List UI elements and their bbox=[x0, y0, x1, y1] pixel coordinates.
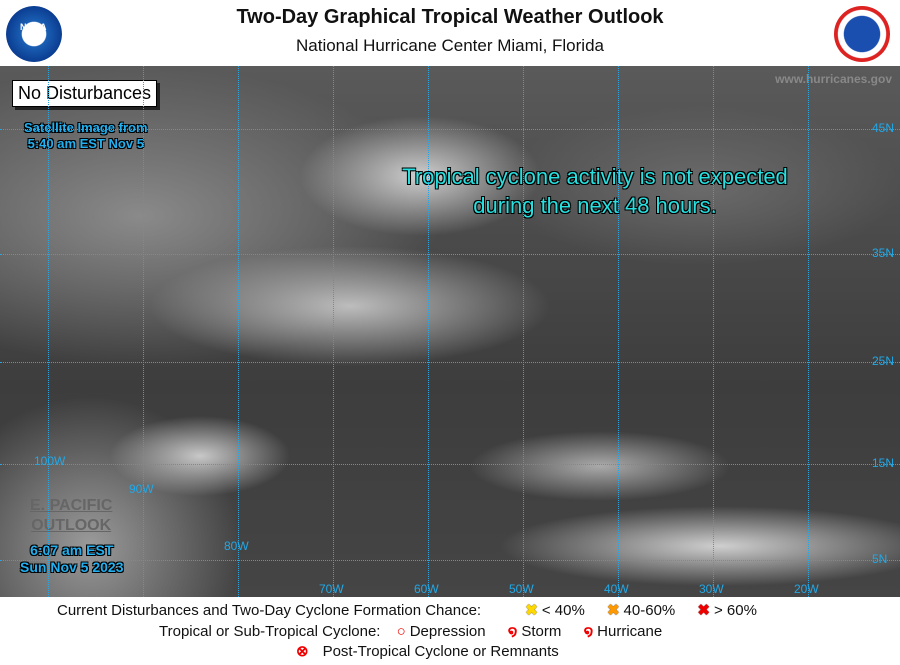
noaa-logo: NOAA bbox=[6, 6, 62, 62]
image-time-line2: 5:40 am EST Nov 5 bbox=[27, 136, 144, 151]
low-chance-x-icon: ✖ bbox=[525, 602, 538, 619]
longitude-label: 80W bbox=[224, 539, 249, 553]
latitude-label: 35N bbox=[872, 246, 895, 260]
legend-row2-label: Tropical or Sub-Tropical Cyclone: bbox=[159, 623, 381, 640]
legend-medium: 40-60% bbox=[623, 602, 676, 619]
legend-row3-label: Post-Tropical Cyclone or Remnants bbox=[322, 643, 559, 660]
latitude-label: 5N bbox=[872, 552, 888, 566]
longitude-label: 40W bbox=[604, 582, 629, 596]
legend: Current Disturbances and Two-Day Cyclone… bbox=[0, 597, 900, 665]
longitude-gridline bbox=[523, 66, 524, 597]
message-line1: Tropical cyclone activity is not expecte… bbox=[402, 164, 788, 189]
longitude-gridline bbox=[428, 66, 429, 597]
status-box: No Disturbances bbox=[12, 80, 158, 107]
longitude-label: 60W bbox=[414, 582, 439, 596]
image-time-line1: Satellite Image from bbox=[24, 120, 148, 135]
latitude-gridline bbox=[0, 464, 900, 465]
latitude-gridline bbox=[0, 362, 900, 363]
epac-line2: OUTLOOK bbox=[31, 517, 112, 534]
page-subtitle: National Hurricane Center Miami, Florida bbox=[295, 36, 604, 55]
legend-low: < 40% bbox=[541, 602, 585, 619]
longitude-gridline bbox=[238, 66, 239, 597]
message-line2: during the next 48 hours. bbox=[473, 193, 717, 218]
longitude-gridline bbox=[713, 66, 714, 597]
latitude-label: 25N bbox=[872, 354, 895, 368]
longitude-gridline bbox=[333, 66, 334, 597]
longitude-label: 30W bbox=[699, 582, 724, 596]
header: NOAA Two-Day Graphical Tropical Weather … bbox=[0, 0, 900, 66]
hurricane-icon: ໑ bbox=[583, 623, 594, 640]
longitude-label: 70W bbox=[319, 582, 344, 596]
storm-icon: ໑ bbox=[507, 623, 518, 640]
epac-line1: E. PACIFIC bbox=[30, 497, 113, 514]
issue-time-line2: Sun Nov 5 2023 bbox=[20, 559, 124, 575]
legend-high: > 60% bbox=[714, 602, 757, 619]
latitude-gridline bbox=[0, 560, 900, 561]
longitude-label: 20W bbox=[794, 582, 819, 596]
longitude-gridline bbox=[808, 66, 809, 597]
watermark: www.hurricanes.gov bbox=[775, 72, 892, 86]
medium-chance-x-icon: ✖ bbox=[606, 602, 620, 619]
longitude-gridline bbox=[618, 66, 619, 597]
longitude-label: 50W bbox=[509, 582, 534, 596]
high-chance-x-icon: ✖ bbox=[697, 602, 710, 619]
epac-outlook-link[interactable]: E. PACIFIC OUTLOOK bbox=[30, 496, 112, 536]
latitude-label: 15N bbox=[872, 456, 895, 470]
latitude-gridline bbox=[0, 129, 900, 130]
image-time: Satellite Image from 5:40 am EST Nov 5 bbox=[24, 120, 148, 152]
latitude-label: 45N bbox=[872, 121, 895, 135]
outlook-message: Tropical cyclone activity is not expecte… bbox=[380, 162, 810, 220]
longitude-label: 90W bbox=[129, 482, 154, 496]
latitude-gridline bbox=[0, 254, 900, 255]
legend-hurricane: Hurricane bbox=[597, 623, 663, 640]
legend-row1-label: Current Disturbances and Two-Day Cyclone… bbox=[57, 602, 482, 619]
page-title: Two-Day Graphical Tropical Weather Outlo… bbox=[236, 6, 664, 28]
longitude-gridline bbox=[48, 66, 49, 597]
legend-storm: Storm bbox=[521, 623, 562, 640]
longitude-label: 100W bbox=[34, 454, 66, 468]
post-tropical-icon: ⊗ bbox=[296, 643, 309, 660]
legend-depression: Depression bbox=[409, 623, 486, 640]
depression-icon: ○ bbox=[396, 623, 406, 640]
longitude-gridline bbox=[143, 66, 144, 597]
satellite-map: www.hurricanes.gov No Disturbances Satel… bbox=[0, 66, 900, 597]
nws-logo bbox=[834, 6, 890, 62]
issue-time: 6:07 am EST Sun Nov 5 2023 bbox=[20, 542, 124, 576]
issue-time-line1: 6:07 am EST bbox=[30, 542, 114, 558]
